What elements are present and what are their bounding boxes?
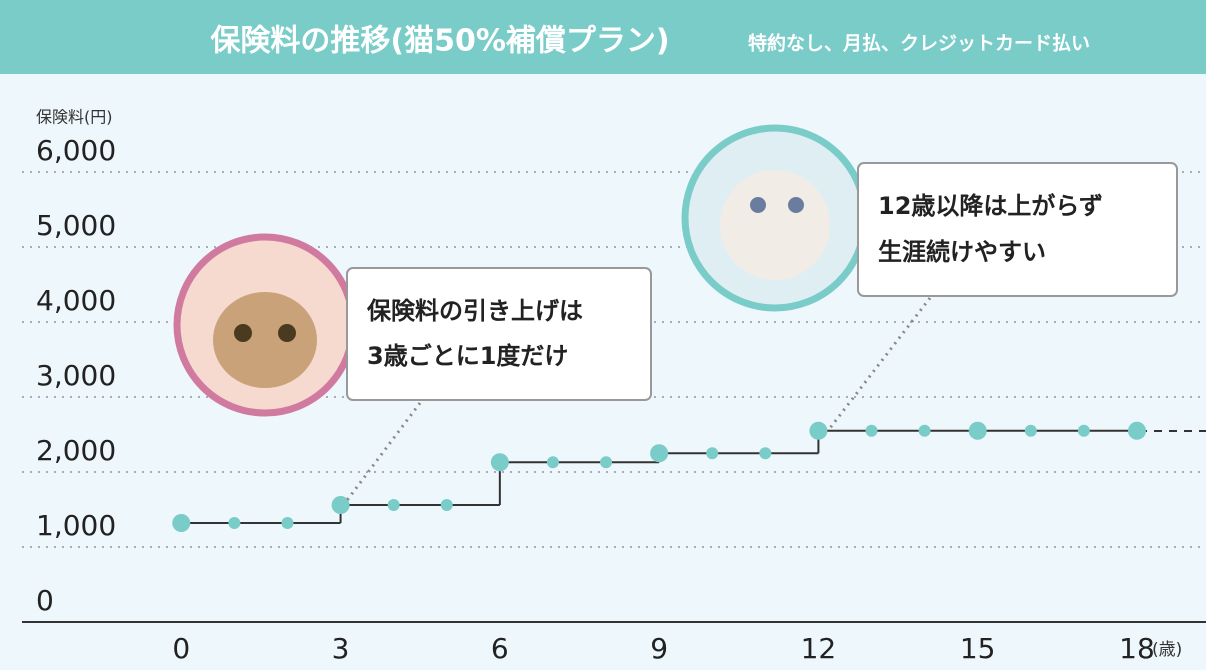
callout-text: 生涯続けやすい: [878, 238, 1046, 266]
x-tick-label: 9: [650, 632, 668, 665]
chart: 保険料の推移(猫50%補償プラン) 特約なし、月払、クレジットカード払い 保険料…: [0, 0, 1206, 670]
data-point: [281, 517, 293, 529]
y-tick-label: 4,000: [36, 284, 116, 317]
data-point: [172, 514, 190, 532]
x-tick-label: 18: [1119, 632, 1155, 665]
data-point: [969, 422, 987, 440]
callout-text: 保険料の引き上げは: [366, 297, 583, 325]
data-point: [600, 456, 612, 468]
x-tick-label: 3: [332, 632, 350, 665]
cat-face: [213, 292, 317, 388]
x-tick-label: 15: [960, 632, 996, 665]
data-point: [1078, 425, 1090, 437]
data-point: [388, 499, 400, 511]
data-point: [919, 425, 931, 437]
data-point: [491, 453, 509, 471]
chart-title: 保険料の推移(猫50%補償プラン): [210, 24, 669, 59]
callout: [858, 163, 1177, 296]
y-tick-label: 5,000: [36, 209, 116, 242]
data-point: [1128, 422, 1146, 440]
data-point: [228, 517, 240, 529]
cat-eye: [278, 324, 296, 342]
data-point: [706, 447, 718, 459]
y-tick-label: 1,000: [36, 509, 116, 542]
y-tick-label: 2,000: [36, 434, 116, 467]
cat-eye: [234, 324, 252, 342]
x-tick-label: 0: [172, 632, 190, 665]
data-point: [809, 422, 827, 440]
data-point: [759, 447, 771, 459]
cat-face: [720, 170, 830, 280]
data-point: [1025, 425, 1037, 437]
x-tick-label: 6: [491, 632, 509, 665]
x-axis-label: (歳): [1152, 640, 1182, 660]
callout: [347, 268, 651, 400]
chart-subtitle: 特約なし、月払、クレジットカード払い: [748, 32, 1090, 55]
data-point: [441, 499, 453, 511]
y-tick-label: 3,000: [36, 359, 116, 392]
data-point: [650, 444, 668, 462]
y-tick-label: 0: [36, 584, 54, 617]
data-point: [866, 425, 878, 437]
y-axis-label: 保険料(円): [36, 108, 113, 127]
y-tick-label: 6,000: [36, 134, 116, 167]
callout-text: 12歳以降は上がらず: [878, 192, 1103, 220]
cat-eye: [788, 197, 804, 213]
data-point: [547, 456, 559, 468]
cat-eye: [750, 197, 766, 213]
x-tick-label: 12: [801, 632, 837, 665]
callout-text: 3歳ごとに1度だけ: [367, 342, 568, 370]
